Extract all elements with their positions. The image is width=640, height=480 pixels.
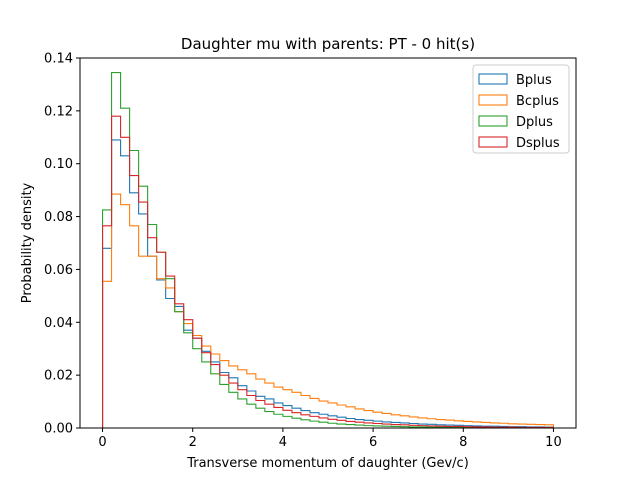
- x-tick-label: 8: [459, 435, 467, 450]
- y-tick-label: 0.12: [44, 104, 73, 119]
- legend-swatch-dplus: [478, 115, 508, 127]
- x-axis-label: Transverse momentum of daughter (Gev/c): [186, 456, 469, 471]
- chart-title: Daughter mu with parents: PT - 0 hit(s): [181, 35, 475, 53]
- y-tick-label: 0.00: [44, 422, 73, 437]
- x-tick-label: 10: [545, 435, 562, 450]
- x-axis: 0 2 4 6 8 10: [98, 428, 562, 450]
- x-tick-label: 4: [279, 435, 287, 450]
- legend-label-bcplus: Bcplus: [516, 94, 559, 109]
- plot-frame: [79, 57, 577, 429]
- series-layer: [102, 71, 554, 429]
- legend-label-bplus: Bplus: [516, 73, 552, 88]
- legend-label-dplus: Dplus: [516, 115, 553, 130]
- y-tick-label: 0.10: [44, 157, 73, 172]
- x-tick-label: 0: [98, 435, 106, 450]
- legend-box: [472, 64, 570, 154]
- legend-swatch-bplus: [478, 73, 508, 85]
- legend-swatch-bcplus: [478, 94, 508, 106]
- y-tick-label: 0.02: [44, 369, 73, 384]
- y-tick-label: 0.14: [44, 52, 73, 67]
- series-dsplus-histogram: [102, 115, 554, 429]
- legend-label-dsplus: Dsplus: [516, 136, 560, 151]
- y-tick-label: 0.04: [44, 316, 73, 331]
- y-axis-label: Probability density: [20, 182, 35, 303]
- y-tick-label: 0.08: [44, 210, 73, 225]
- x-tick-label: 6: [369, 435, 377, 450]
- legend: Bplus Bcplus Dplus Dsplus: [472, 64, 570, 154]
- legend-swatch-dsplus: [478, 136, 508, 148]
- y-axis: 0.00 0.02 0.04 0.06 0.08 0.10 0.12 0.14: [44, 52, 80, 437]
- x-tick-label: 2: [189, 435, 197, 450]
- y-tick-label: 0.06: [44, 263, 73, 278]
